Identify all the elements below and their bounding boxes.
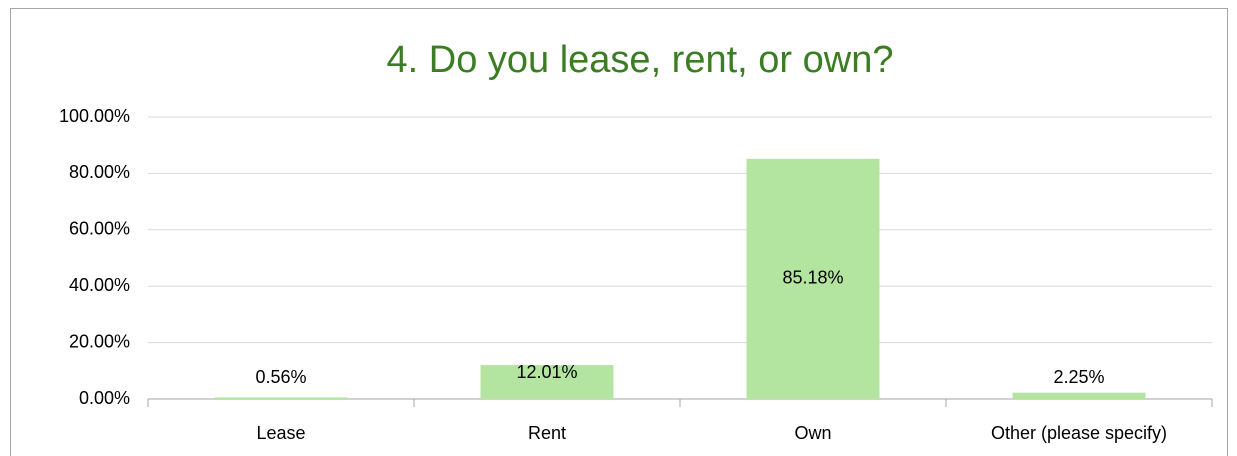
bar xyxy=(214,397,348,399)
y-tick-label: 0.00% xyxy=(79,388,130,408)
x-tick-label: Own xyxy=(794,423,831,443)
bar xyxy=(746,158,880,399)
data-label: 85.18% xyxy=(782,268,843,288)
y-tick-label: 80.00% xyxy=(69,162,130,182)
y-tick-label: 60.00% xyxy=(69,219,130,239)
y-tick-label: 100.00% xyxy=(59,106,130,126)
y-tick-label: 20.00% xyxy=(69,331,130,351)
x-tick-label: Rent xyxy=(528,423,566,443)
data-label: 0.56% xyxy=(255,367,306,387)
y-tick-label: 40.00% xyxy=(69,275,130,295)
chart-border xyxy=(10,8,1228,456)
data-label: 12.01% xyxy=(516,362,577,382)
x-tick-label: Other (please specify) xyxy=(991,423,1167,443)
x-tick-label: Lease xyxy=(256,423,305,443)
data-label: 2.25% xyxy=(1053,367,1104,387)
chart-title: 4. Do you lease, rent, or own? xyxy=(387,39,894,81)
bar xyxy=(1012,392,1146,399)
bar xyxy=(480,365,614,399)
